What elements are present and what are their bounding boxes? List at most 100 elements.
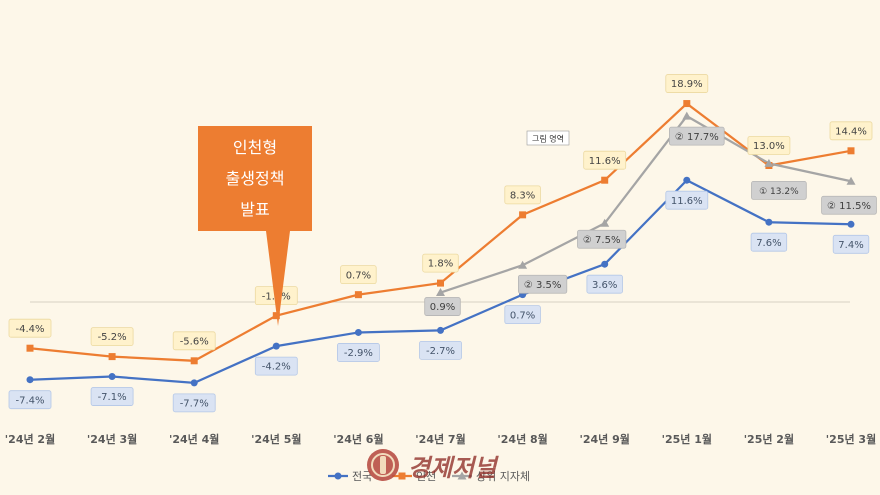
data-point-0-1	[108, 373, 116, 381]
data-point-0-0	[26, 376, 34, 384]
data-label-text-1-8: 18.9%	[671, 79, 703, 90]
callout-shape	[198, 126, 312, 326]
data-label-0-7: 3.6%	[586, 274, 623, 294]
watermark-logo: 경제저널	[367, 449, 499, 482]
policy-annotation-callout: 인천형 출생정책 발표	[198, 126, 312, 326]
data-point-1-6	[519, 211, 527, 219]
data-point-1-7	[601, 176, 609, 184]
data-label-box-1-5	[422, 253, 459, 273]
data-label-2-6: ② 3.5%	[518, 274, 568, 294]
data-point-0-7	[601, 260, 609, 268]
data-label-box-2-8	[669, 126, 725, 146]
data-point-0-10	[847, 220, 855, 228]
legend-label-1: 인천	[416, 469, 436, 483]
data-label-text-0-6: 0.7%	[510, 310, 535, 321]
data-label-box-1-2	[172, 331, 216, 351]
x-tick-label-6: '24년 8월	[497, 432, 547, 446]
data-point-1-2	[190, 357, 198, 365]
data-label-text-2-10: ② 11.5%	[827, 201, 871, 212]
legend-label-2: 상위 지자체	[476, 470, 530, 483]
data-label-0-6: 0.7%	[504, 305, 541, 325]
data-label-text-2-5: 0.9%	[430, 302, 455, 313]
data-label-box-0-2	[172, 393, 216, 413]
data-label-text-0-4: -2.9%	[344, 348, 373, 359]
legend-item-2: 상위 지자체	[452, 470, 530, 483]
series-markers	[26, 100, 856, 387]
data-label-1-7: 11.6%	[583, 150, 627, 170]
series-line-1	[29, 102, 852, 362]
data-label-1-6: 8.3%	[504, 185, 541, 205]
data-label-0-5: -2.7%	[419, 340, 462, 360]
data-label-text-2-8: ② 17.7%	[675, 132, 719, 143]
legend-marker-1	[398, 472, 406, 480]
data-label-text-0-1: -7.1%	[98, 392, 127, 403]
x-tick-label-8: '25년 1월	[662, 432, 712, 446]
data-label-box-0-4	[336, 343, 380, 362]
data-label-box-2-5	[424, 297, 461, 316]
x-tick-label-7: '24년 9월	[579, 432, 629, 446]
x-tick-label-10: '25년 3월	[826, 432, 876, 446]
tooltip-box	[526, 130, 570, 146]
data-label-1-10: 14.4%	[829, 121, 873, 141]
data-label-box-0-6	[504, 305, 541, 325]
data-label-box-1-10	[829, 121, 873, 141]
data-label-1-2: -5.6%	[172, 331, 216, 351]
x-tick-label-0: '24년 2월	[5, 432, 55, 446]
plot-area-tooltip: 그림 영역	[526, 130, 570, 146]
data-label-box-2-10	[821, 195, 877, 215]
data-label-0-10: 7.4%	[832, 234, 870, 254]
data-point-1-1	[108, 353, 116, 361]
x-tick-label-4: '24년 6월	[333, 432, 383, 446]
data-point-1-8	[683, 100, 691, 108]
data-label-0-1: -7.1%	[90, 387, 134, 406]
callout-line-3: 발표	[240, 200, 269, 219]
data-label-box-1-8	[665, 74, 709, 93]
data-point-0-3	[272, 342, 280, 350]
watermark-seal-mark	[380, 456, 386, 474]
data-label-box-0-9	[750, 232, 788, 252]
data-point-0-5	[437, 326, 444, 334]
data-point-2-8	[682, 111, 692, 120]
data-label-text-1-4: 0.7%	[346, 270, 371, 281]
data-point-2-7	[600, 218, 610, 227]
data-label-box-0-5	[419, 340, 462, 360]
x-tick-label-5: '24년 7월	[415, 432, 465, 446]
data-label-2-8: ② 17.7%	[669, 126, 725, 146]
data-point-2-9	[764, 158, 774, 167]
data-label-text-0-0: -7.4%	[15, 395, 44, 406]
data-label-text-1-2: -5.6%	[180, 336, 209, 347]
data-label-box-1-0	[8, 318, 52, 338]
x-axis-ticks: '24년 2월 '24년 3월 '24년 4월 '24년 5월 '24년 6월 '24년 …	[5, 432, 876, 446]
data-point-1-3	[272, 312, 280, 320]
data-point-1-0	[26, 344, 34, 352]
data-point-0-8	[683, 176, 691, 184]
data-label-box-2-9	[751, 180, 807, 200]
data-label-text-2-9: ① 13.2%	[759, 187, 799, 197]
data-label-1-5: 1.8%	[422, 253, 459, 273]
watermark-text: 경제저널	[408, 454, 499, 482]
data-label-2-10: ② 11.5%	[821, 195, 877, 215]
legend: 전국 인천 상위 지자체	[328, 469, 530, 483]
data-label-box-2-7	[577, 229, 627, 249]
data-label-text-0-8: 11.6%	[671, 196, 703, 207]
data-label-text-1-10: 14.4%	[835, 126, 867, 137]
data-label-box-0-1	[90, 387, 134, 406]
legend-marker-2	[457, 471, 467, 480]
data-label-box-0-8	[665, 190, 709, 210]
data-label-0-2: -7.7%	[172, 393, 216, 413]
data-point-1-4	[354, 291, 362, 299]
data-label-box-2-6	[518, 274, 568, 294]
data-label-text-0-7: 3.6%	[592, 280, 617, 291]
data-label-text-0-3: -4.2%	[262, 362, 291, 373]
legend-item-1: 인천	[392, 469, 436, 483]
data-label-box-1-9	[747, 136, 791, 155]
data-label-text-0-5: -2.7%	[426, 346, 455, 357]
data-label-text-2-7: ② 7.5%	[583, 235, 621, 246]
data-label-2-5: 0.9%	[424, 297, 461, 316]
data-label-1-1: -5.2%	[90, 327, 134, 347]
data-label-text-2-6: ② 3.5%	[524, 280, 562, 291]
data-label-box-1-7	[583, 150, 627, 170]
data-label-text-0-10: 7.4%	[838, 240, 863, 251]
callout-line-2: 출생정책	[226, 169, 285, 188]
